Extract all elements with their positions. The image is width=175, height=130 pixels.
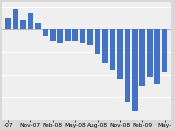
Bar	[139, 29, 145, 86]
Bar	[20, 20, 26, 29]
Bar	[132, 29, 138, 111]
Bar	[154, 29, 160, 84]
Bar	[72, 29, 78, 41]
Bar	[65, 29, 71, 41]
Bar	[80, 29, 85, 43]
Bar	[117, 29, 123, 79]
Bar	[110, 29, 115, 70]
Bar	[57, 29, 63, 43]
Bar	[5, 18, 11, 29]
Bar	[13, 9, 18, 29]
Bar	[102, 29, 108, 63]
Bar	[147, 29, 153, 77]
Bar	[43, 29, 48, 36]
Bar	[50, 29, 56, 41]
Bar	[125, 29, 130, 102]
Bar	[28, 13, 33, 29]
Bar	[162, 29, 167, 72]
Bar	[87, 29, 93, 45]
Bar	[35, 22, 41, 29]
Bar	[95, 29, 100, 54]
